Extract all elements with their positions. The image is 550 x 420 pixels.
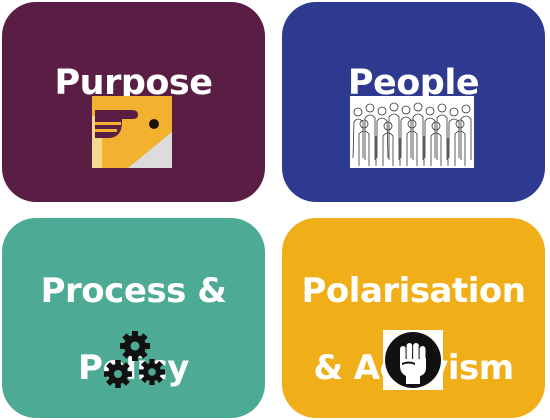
raised-fist-icon	[383, 330, 443, 390]
pointing-hand-icon	[92, 96, 172, 168]
tile-purpose[interactable]: Purpose	[2, 2, 265, 202]
tile-people-title: People	[347, 62, 480, 103]
tile-polarisation-activism-title: Polarisation & Activism	[301, 271, 526, 389]
crowd-sketch-icon	[350, 96, 474, 168]
tile-people[interactable]: People	[282, 2, 545, 202]
tile-purpose-title: Purpose	[54, 62, 214, 103]
tile-polarisation-activism[interactable]: Polarisation & Activism	[282, 218, 545, 418]
gears-icon	[102, 330, 170, 390]
tile-process-policy-title: Process & Policy	[40, 271, 227, 389]
tile-process-policy[interactable]: Process & Policy	[2, 218, 265, 418]
